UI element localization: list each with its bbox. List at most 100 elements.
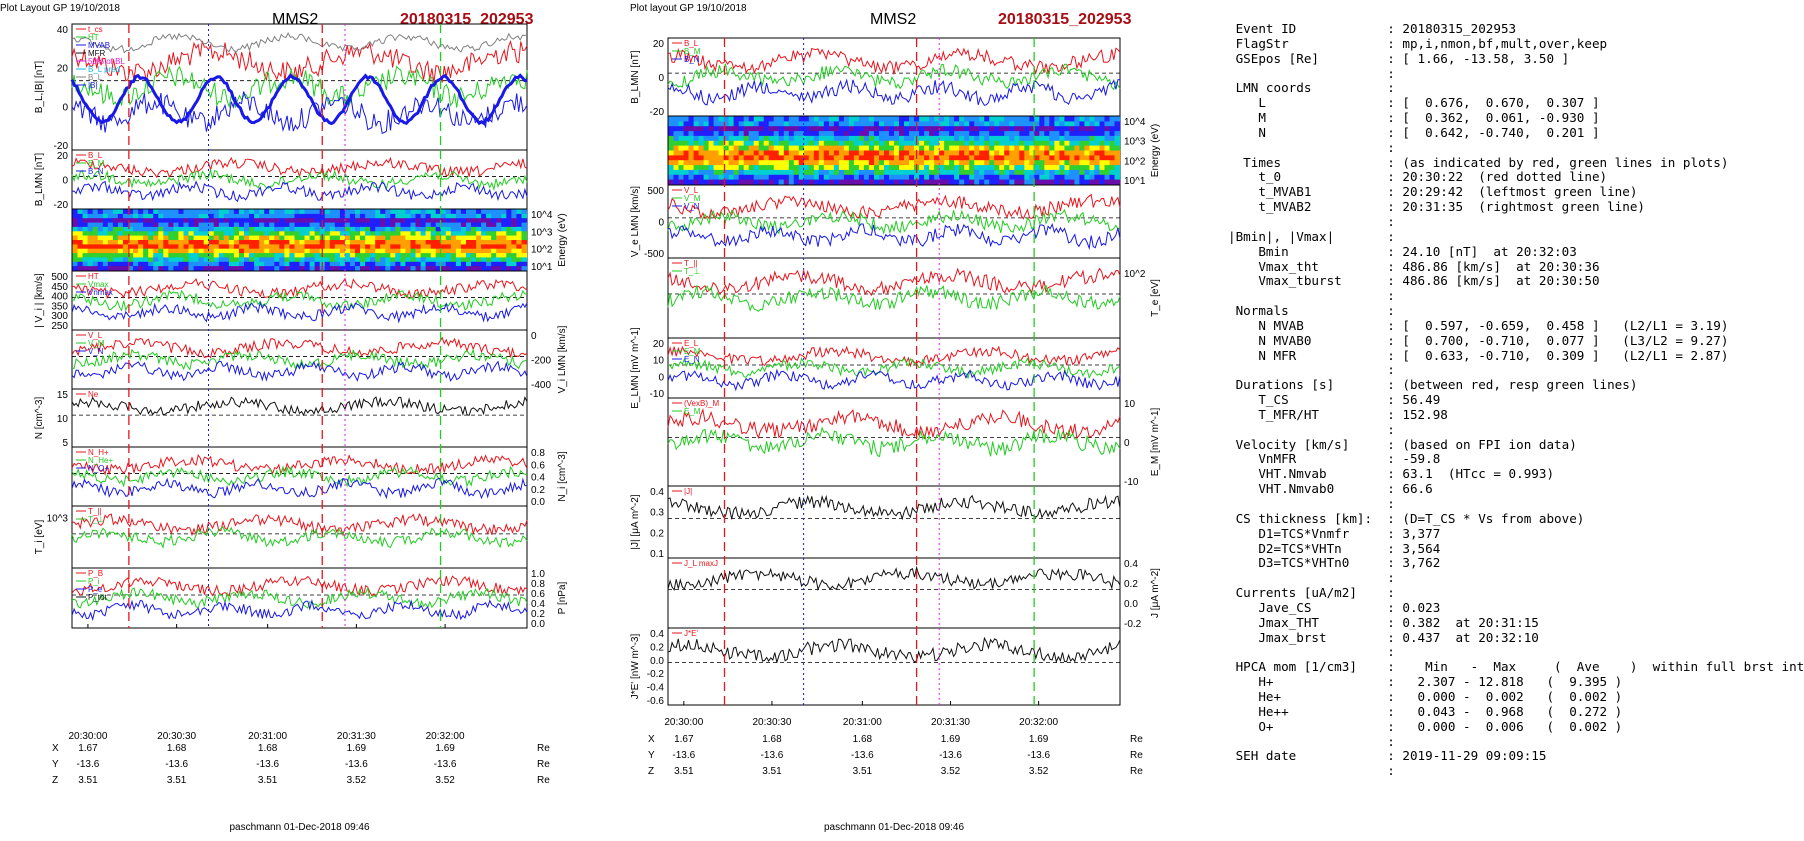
y-tick-label: 0.2 — [1124, 579, 1138, 590]
legend-label: B_L pred — [88, 65, 120, 74]
spectrogram-cell — [92, 266, 99, 272]
spectrogram-cell — [1049, 174, 1055, 181]
spectrogram-cell — [1014, 121, 1020, 127]
spectrogram-cell — [904, 140, 910, 147]
spectrogram-cell — [1099, 165, 1106, 171]
spectrogram-cell — [828, 126, 835, 132]
spectrogram-cell — [989, 116, 995, 122]
spectrogram-cell — [1024, 174, 1030, 181]
y-tick-label: -0.2 — [1124, 619, 1142, 630]
spectrogram-cell — [173, 244, 179, 250]
spectrogram-cell — [1099, 160, 1106, 166]
spectrogram-cell — [107, 253, 114, 259]
spectrogram-cell — [294, 209, 301, 215]
spectrogram-cell — [1069, 179, 1075, 186]
spectrogram-cell — [173, 218, 179, 224]
spectrogram-cell — [1079, 160, 1085, 166]
spectrogram-cell — [934, 145, 940, 152]
spectrogram-cell — [1064, 131, 1070, 137]
spectrogram-cell — [1009, 150, 1015, 156]
spectrogram-cell — [899, 155, 905, 161]
spectrogram-cell — [909, 174, 915, 181]
spectrogram-cell — [1109, 174, 1116, 181]
spectrogram-cell — [218, 240, 225, 245]
spectrogram-cell — [909, 131, 915, 137]
spectrogram-cell — [77, 240, 84, 245]
spectrogram-cell — [959, 116, 965, 122]
spectrogram-cell — [1014, 116, 1020, 122]
spectrogram-cell — [688, 155, 695, 161]
y-tick-label: 10^4 — [531, 210, 553, 221]
spectrogram-cell — [713, 155, 720, 161]
series-line — [71, 348, 528, 371]
spectrogram-cell — [919, 179, 925, 186]
spectrogram-cell — [491, 209, 497, 215]
spectrogram-cell — [188, 213, 195, 219]
spectrogram-cell — [405, 222, 411, 228]
spectrogram-cell — [329, 253, 336, 259]
spectrogram-cell — [102, 253, 109, 259]
spectrogram-cell — [1074, 145, 1080, 152]
spectrogram-cell — [304, 248, 311, 254]
spectrogram-cell — [683, 135, 690, 142]
spectrogram-cell — [884, 174, 890, 181]
spectrogram-cell — [718, 126, 725, 132]
spectrogram-cell — [798, 174, 805, 181]
spectrogram-cell — [279, 222, 285, 228]
spectrogram-cell — [919, 140, 925, 147]
spectrogram-cell — [496, 248, 502, 254]
spectrogram-cell — [673, 160, 680, 166]
spectrogram-cell — [708, 155, 715, 161]
spectrogram-cell — [1094, 160, 1100, 166]
spectrogram-cell — [1044, 150, 1050, 156]
spectrogram-cell — [294, 240, 301, 245]
legend-label: B_N — [88, 167, 104, 176]
spectrogram-cell — [984, 160, 990, 166]
y-tick-label: 5 — [62, 438, 68, 449]
series-line — [667, 222, 1121, 251]
info-line: : — [1228, 733, 1395, 749]
spectrogram-cell — [193, 253, 200, 259]
info-line: VHT.Nmvab0 : 66.6 — [1228, 481, 1433, 497]
spectrogram-cell — [511, 226, 517, 232]
spectrogram-cell — [274, 235, 280, 241]
spectrogram-cell — [193, 231, 200, 237]
spectrogram-cell — [455, 209, 462, 215]
spectrogram-cell — [420, 253, 427, 259]
spectrogram-cell — [899, 169, 905, 176]
spectrogram-cell — [798, 179, 805, 186]
legend-label: B_L — [88, 151, 103, 160]
spectrogram-cell — [198, 218, 205, 224]
spectrogram-cell — [506, 244, 512, 250]
y-tick-label: 10^3 — [1124, 137, 1146, 148]
y-axis-label: J [μA m^-2] — [1150, 568, 1161, 618]
spectrogram-cell — [1104, 174, 1111, 181]
spectrogram-cell — [1059, 150, 1065, 156]
spectrogram-cell — [944, 165, 950, 171]
spectrogram-cell — [496, 244, 502, 250]
spectrogram-cell — [1004, 155, 1010, 161]
spectrogram-cell — [228, 222, 235, 228]
spectrogram-cell — [733, 126, 740, 132]
spectrogram-cell — [944, 121, 950, 127]
spectrogram-cell — [858, 126, 865, 132]
spectrogram-cell — [1104, 150, 1111, 156]
spectrogram-cell — [107, 213, 114, 219]
spectrogram-cell — [193, 213, 200, 219]
legend-label: |J| — [684, 487, 692, 496]
spectrogram-cell — [466, 218, 472, 224]
spectrogram-cell — [1089, 121, 1095, 127]
spectrogram-cell — [218, 248, 225, 254]
spectrogram-cell — [117, 248, 124, 254]
spectrogram-cell — [979, 165, 985, 171]
spectrogram-cell — [999, 165, 1005, 171]
spectrogram-cell — [863, 121, 870, 127]
info-line: GSEpos [Re] : [ 1.66, -13.58, 3.50 ] — [1228, 50, 1570, 66]
spectrogram-cell — [1109, 165, 1116, 171]
spectrogram-cell — [1004, 131, 1010, 137]
spectrogram-cell — [173, 213, 179, 219]
spectrogram-cell — [1044, 174, 1050, 181]
spectrogram-cell — [324, 222, 331, 228]
spectrogram-cell — [294, 231, 301, 237]
spectrogram-cell — [223, 226, 230, 232]
